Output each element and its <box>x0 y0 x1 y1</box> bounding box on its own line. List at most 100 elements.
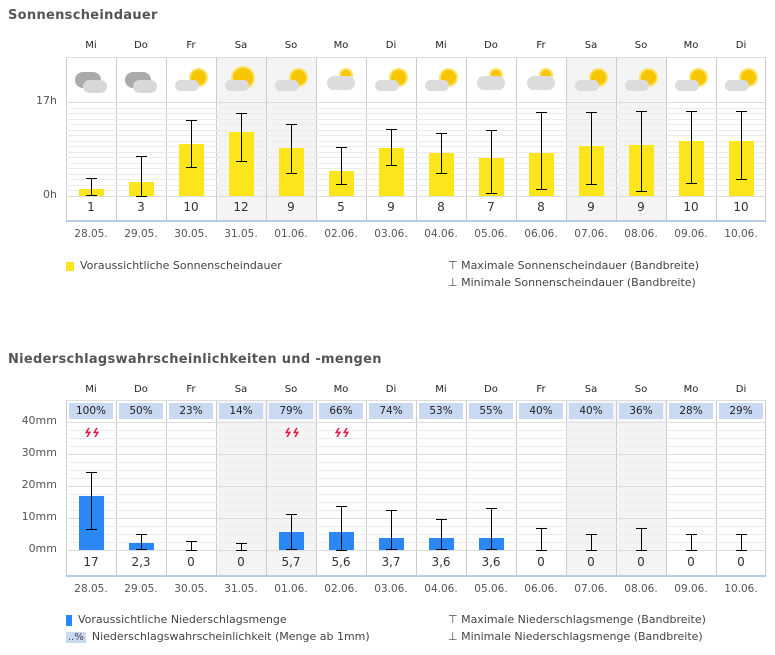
value-label: 7 <box>487 200 495 214</box>
probability-badge: 40% <box>519 403 563 419</box>
probability-badge: 50% <box>119 403 163 419</box>
y-tick-label: 40mm <box>21 414 57 427</box>
cloud-shape <box>425 80 449 91</box>
gridline <box>66 438 766 439</box>
error-bar <box>191 541 192 550</box>
min-cap <box>86 194 97 196</box>
value-label: 5,7 <box>281 555 301 569</box>
gridline <box>66 470 766 471</box>
error-bar <box>341 506 342 550</box>
min-cap <box>686 183 697 185</box>
gridline <box>66 124 766 126</box>
y-tick-label: 17h <box>36 94 57 107</box>
day-label: Do <box>134 40 148 51</box>
gridline <box>66 550 766 551</box>
probability-badge: 14% <box>219 403 263 419</box>
min-cap <box>386 165 397 167</box>
max-cap <box>186 541 197 543</box>
day-label: So <box>284 40 298 51</box>
value-label: 0 <box>187 555 195 569</box>
gridline <box>66 157 766 159</box>
day-label: Di <box>735 40 747 51</box>
error-bar <box>691 534 692 550</box>
legend-precip-bar: Voraussichtliche Niederschlagsmenge <box>66 613 287 626</box>
day-label: Mi <box>435 40 447 51</box>
partly-sunny-icon <box>621 66 661 96</box>
date-label: 08.06. <box>624 228 658 240</box>
date-label: 29.05. <box>124 583 158 595</box>
date-label: 02.06. <box>324 228 358 240</box>
date-label: 30.05. <box>174 228 208 240</box>
max-cap <box>186 120 197 122</box>
max-cap <box>486 508 497 510</box>
cloud-shape <box>477 76 505 90</box>
value-label: 0 <box>587 555 595 569</box>
gridline <box>66 184 766 186</box>
max-cap <box>86 471 97 473</box>
error-bar <box>291 514 292 550</box>
min-cap <box>636 191 647 193</box>
date-label: 01.06. <box>274 228 308 240</box>
error-bar <box>691 110 692 184</box>
partly-sunny-icon <box>271 66 311 96</box>
max-cap <box>686 110 697 112</box>
value-label: 3 <box>137 200 145 214</box>
error-bar <box>291 124 292 173</box>
cloud-shape <box>625 80 649 91</box>
y-tick-label: 0mm <box>28 542 57 555</box>
min-cap <box>136 196 147 197</box>
day-label: Fr <box>186 384 196 395</box>
gridline <box>66 151 766 153</box>
value-label: 12 <box>233 200 249 214</box>
day-label: Fr <box>536 384 546 395</box>
day-column <box>316 400 366 575</box>
gridline <box>66 518 766 519</box>
sun-shape <box>341 70 351 80</box>
max-cap <box>686 534 697 535</box>
error-bar <box>391 129 392 166</box>
max-cap <box>136 534 147 535</box>
axis-bottom <box>66 575 766 577</box>
date-label: 06.06. <box>524 583 558 595</box>
gridline <box>66 494 766 495</box>
date-label: 04.06. <box>424 583 458 595</box>
error-bar <box>141 534 142 550</box>
probability-badge: 23% <box>169 403 213 419</box>
min-cap <box>736 178 747 180</box>
max-cap <box>636 110 647 112</box>
cloud-shape <box>327 76 355 90</box>
error-bar <box>91 177 92 195</box>
max-cap <box>336 147 347 149</box>
gridline <box>66 190 766 192</box>
y-tick-label: 30mm <box>21 446 57 459</box>
cloudy-icon <box>121 66 161 96</box>
day-column <box>66 57 116 220</box>
min-cap <box>536 550 547 551</box>
probability-badge: 66% <box>319 403 363 419</box>
date-label: 07.06. <box>574 228 608 240</box>
day-label: Do <box>484 384 498 395</box>
max-cap <box>636 528 647 530</box>
min-cap <box>286 549 297 551</box>
partly-sunny-icon <box>171 66 211 96</box>
min-cap <box>486 193 497 195</box>
gridline <box>66 486 766 487</box>
right-border <box>765 400 766 575</box>
day-column <box>416 57 466 220</box>
day-label: Mo <box>333 40 349 51</box>
day-label: Sa <box>584 384 598 395</box>
error-bar <box>341 147 342 184</box>
max-cap <box>536 528 547 530</box>
min-cap <box>586 550 597 551</box>
probability-badge: 28% <box>669 403 713 419</box>
min-cap <box>336 183 347 185</box>
day-label: Mi <box>85 384 97 395</box>
probability-badge: 53% <box>419 403 463 419</box>
day-column <box>466 57 516 220</box>
gridline <box>66 462 766 463</box>
cloud-shape <box>675 80 699 91</box>
min-cap <box>386 549 397 551</box>
day-column <box>516 57 566 220</box>
error-bar <box>441 519 442 550</box>
